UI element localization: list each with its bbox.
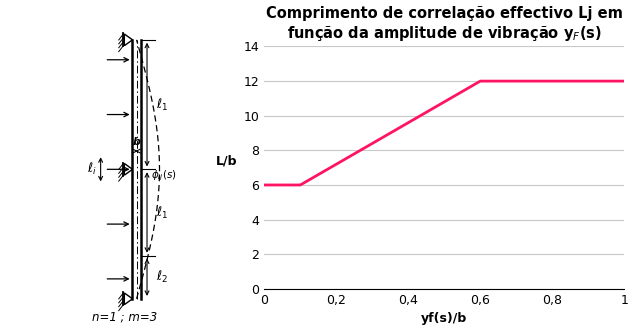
Text: $\ell_1$: $\ell_1$ — [156, 205, 168, 220]
Text: $\phi_{ij}(s)$: $\phi_{ij}(s)$ — [150, 169, 176, 183]
X-axis label: yf(s)/b: yf(s)/b — [421, 312, 468, 325]
Text: n=1 ; m=3: n=1 ; m=3 — [92, 311, 157, 324]
Text: b: b — [132, 137, 141, 147]
Text: $\ell_i$: $\ell_i$ — [87, 161, 97, 177]
Title: Comprimento de correlação effectivo Lj em
função da amplitude de vibração y$_F$(: Comprimento de correlação effectivo Lj e… — [266, 6, 623, 43]
Y-axis label: L/b: L/b — [216, 155, 238, 168]
Text: $\ell_2$: $\ell_2$ — [156, 269, 168, 285]
Text: $\ell_1$: $\ell_1$ — [156, 97, 168, 113]
